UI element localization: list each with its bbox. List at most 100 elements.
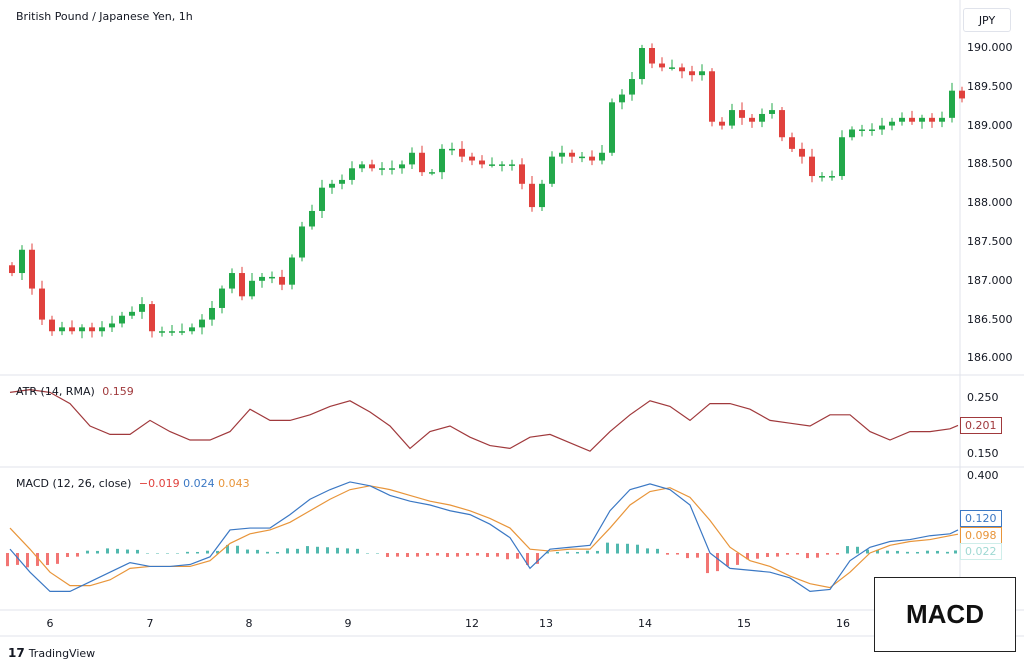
candle-up (839, 137, 845, 177)
candle-up (179, 331, 185, 333)
macd-histogram-bar (636, 544, 639, 554)
macd-histogram-bar (896, 550, 899, 554)
macd-histogram-bar (336, 547, 339, 554)
price-axis-tick: 190.000 (967, 41, 1013, 54)
price-axis-tick: 187.500 (967, 235, 1013, 248)
macd-histogram-bar (16, 553, 19, 565)
macd-histogram-bar (256, 549, 259, 554)
candle-up (59, 327, 65, 332)
macd-histogram-bar (806, 553, 809, 559)
candle-up (309, 210, 315, 227)
candle-up (829, 176, 835, 178)
candle-down (689, 71, 695, 76)
macd-histogram-bar (386, 553, 389, 557)
candle-up (119, 315, 125, 324)
macd-histogram-bar (856, 546, 859, 554)
candle-down (49, 319, 55, 332)
candle-down (789, 137, 795, 149)
time-axis-tick: 6 (46, 617, 54, 630)
candle-down (659, 63, 665, 68)
candle-down (779, 110, 785, 138)
macd-histogram-bar (86, 550, 89, 554)
atr-line (9, 388, 959, 452)
candle-up (899, 117, 905, 122)
candle-up (619, 94, 625, 103)
histogram-tag: 0.022 (960, 543, 1002, 560)
time-axis-tick: 13 (539, 617, 553, 630)
candle-up (199, 319, 205, 328)
candle-up (189, 327, 195, 332)
currency-button[interactable]: JPY (963, 8, 1011, 32)
macd-histogram-bar (416, 553, 419, 557)
tradingview-logo[interactable]: 𝟭𝟳 TradingView (8, 646, 95, 660)
macd-histogram-bar (596, 550, 599, 554)
candle-down (709, 71, 715, 122)
macd-histogram-bar (276, 551, 279, 554)
candle-up (759, 113, 765, 122)
macd-histogram-bar (526, 553, 529, 566)
macd-histogram-bar (546, 551, 549, 554)
candle-down (959, 90, 965, 99)
macd-histogram-bar (76, 553, 79, 557)
macd-histogram-bar (816, 553, 819, 558)
price-axis-tick: 187.000 (967, 273, 1013, 287)
macd-histogram-bar (156, 553, 159, 554)
macd-histogram-bar (576, 551, 579, 554)
signal-tag: 0.098 (960, 527, 1002, 544)
candle-up (559, 152, 565, 157)
macd-histogram-bar (936, 550, 939, 554)
candle-down (419, 152, 425, 173)
macd-legend: MACD (12, 26, close) −0.019 0.024 0.043 (16, 477, 250, 490)
macd-histogram-bar (756, 553, 759, 559)
candle-down (719, 121, 725, 126)
macd-histogram-bar (406, 553, 409, 557)
macd-histogram-bar (426, 553, 429, 556)
candle-up (109, 323, 115, 328)
atr-current-tag: 0.201 (960, 417, 1002, 434)
candle-up (249, 280, 255, 297)
macd-histogram-bar (56, 553, 59, 564)
candle-down (39, 288, 45, 320)
macd-histogram-bar (676, 553, 679, 555)
candle-up (579, 156, 585, 159)
macd-histogram-bar (616, 543, 619, 554)
macd-histogram-bar (866, 549, 869, 554)
macd-histogram-bar (606, 542, 609, 554)
candle-up (319, 187, 325, 211)
macd-histogram-bar (326, 547, 329, 554)
macd-histogram-bar (46, 553, 49, 566)
macd-overlay-label: MACD (874, 577, 1016, 652)
candle-up (949, 90, 955, 118)
candle-up (599, 152, 605, 161)
tradingview-icon: 𝟭𝟳 (8, 646, 25, 660)
macd-histogram-bar (876, 549, 879, 554)
macd-histogram-bar (696, 553, 699, 558)
time-axis-tick: 7 (146, 617, 154, 630)
macd-histogram-bar (496, 553, 499, 557)
macd-histogram-bar (906, 551, 909, 554)
price-axis-tick: 189.500 (967, 79, 1013, 93)
time-axis-tick: 14 (638, 617, 652, 630)
macd-histogram-bar (186, 551, 189, 554)
macd-line-value: 0.024 (183, 477, 215, 490)
candle-up (339, 179, 345, 184)
candle-down (909, 117, 915, 122)
macd-histogram-bar (766, 553, 769, 557)
macd-histogram-bar (106, 548, 109, 554)
candle-down (459, 148, 465, 157)
candle-up (549, 156, 555, 184)
candle-down (799, 148, 805, 157)
time-axis-tick: 16 (836, 617, 850, 630)
candle-up (259, 276, 265, 281)
candle-up (19, 249, 25, 274)
candle-down (589, 156, 595, 161)
macd-histogram-bar (306, 546, 309, 554)
candle-up (219, 288, 225, 308)
candle-up (99, 327, 105, 332)
macd-signal-value: 0.043 (218, 477, 250, 490)
macd-histogram-bar (796, 553, 799, 555)
candle-up (919, 117, 925, 122)
candle-up (329, 183, 335, 188)
macd-histogram-bar (954, 550, 957, 554)
